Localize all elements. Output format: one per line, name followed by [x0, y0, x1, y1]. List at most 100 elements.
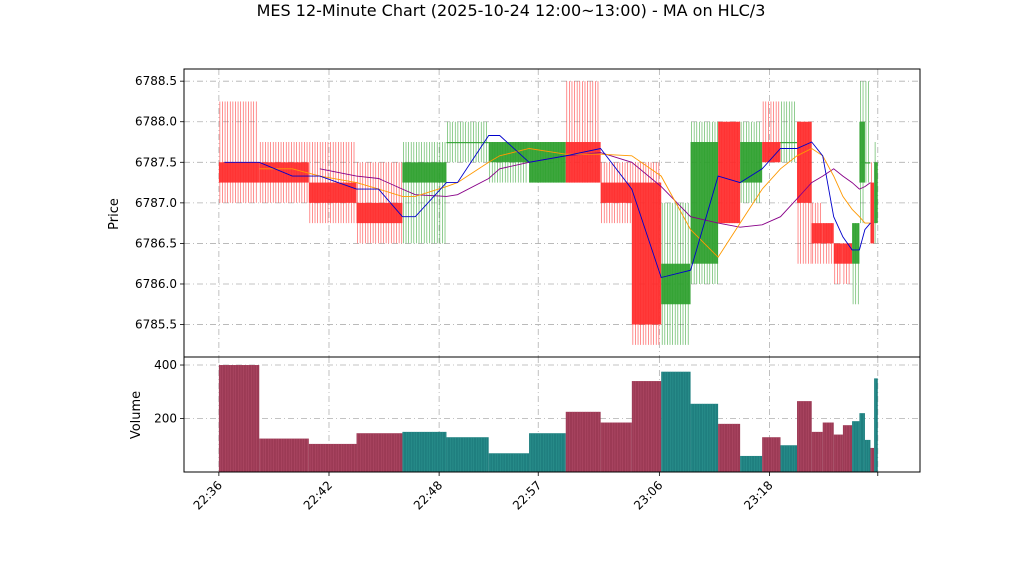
price-bar-body	[762, 142, 781, 163]
volume-bar	[402, 431, 447, 472]
price-bar	[864, 81, 871, 183]
ma-slow-line	[319, 152, 871, 228]
volume-bar-body	[859, 413, 865, 472]
volume-bar-body	[600, 422, 632, 472]
x-tick-label: 22:48	[411, 478, 445, 512]
x-tick-label: 22:36	[191, 478, 225, 512]
volume-bar	[762, 437, 781, 472]
volume-bar	[874, 378, 878, 472]
price-bar-body	[864, 162, 871, 164]
volume-tick-label: 200	[154, 412, 177, 426]
price-axis-label: Price	[107, 198, 122, 230]
price-bar	[859, 81, 865, 224]
volume-panel: 200 400 22:36 22:42 22:48 22:57 23:06 23:18	[154, 356, 921, 513]
price-bar	[565, 81, 601, 183]
x-tick-label: 23:06	[631, 478, 665, 512]
volume-frame	[183, 356, 921, 473]
volume-bar	[870, 447, 875, 472]
volume-bar-body	[797, 401, 812, 472]
volume-bar	[529, 433, 566, 472]
volume-bar	[822, 422, 834, 472]
price-bar	[529, 142, 566, 183]
volume-bar	[740, 455, 763, 472]
price-bar	[874, 142, 878, 244]
price-bar	[811, 202, 823, 264]
price-bar	[870, 162, 875, 244]
x-tick-label: 22:42	[301, 478, 335, 512]
volume-bar-body	[661, 371, 691, 472]
x-tick-label: 23:18	[741, 478, 775, 512]
ma-mid-line	[259, 147, 871, 258]
volume-bar	[852, 421, 860, 472]
volume-bar-body	[874, 378, 878, 472]
volume-bar	[218, 365, 260, 472]
price-bar-body	[661, 263, 691, 305]
volume-bar	[356, 433, 403, 472]
x-tick-label: 22:57	[510, 478, 544, 512]
price-bar	[822, 223, 834, 264]
volume-bar-body	[529, 433, 566, 472]
volume-bar	[718, 423, 741, 472]
volume-bar-body	[718, 423, 741, 472]
volume-bar	[864, 439, 871, 472]
price-bar	[446, 121, 489, 163]
volume-bar-body	[631, 381, 662, 472]
price-bar-body	[874, 162, 878, 224]
price-bar-body	[797, 121, 812, 203]
volume-axis-label: Volume	[129, 391, 144, 439]
price-bar	[842, 243, 853, 284]
price-bar	[218, 101, 260, 203]
price-frame	[183, 68, 921, 358]
price-bar-body	[631, 182, 662, 325]
price-bar	[780, 101, 798, 163]
price-bar	[740, 121, 763, 203]
volume-bar	[842, 425, 853, 472]
price-bar-body	[852, 223, 860, 264]
volume-bar	[631, 381, 662, 472]
price-bar-body	[402, 162, 447, 183]
price-bar-body	[690, 142, 719, 264]
volume-bar	[565, 411, 601, 472]
volume-bar	[811, 431, 823, 472]
price-bar-body	[446, 142, 489, 144]
volume-bar-body	[811, 431, 823, 472]
volume-bar	[690, 403, 719, 472]
price-bar	[718, 121, 741, 224]
price-bar	[308, 142, 357, 224]
volume-bar-body	[356, 433, 403, 472]
volume-bar-body	[870, 447, 875, 472]
volume-bar	[488, 453, 530, 472]
price-bar	[690, 121, 719, 284]
price-bar	[402, 142, 447, 244]
price-bar-body	[833, 243, 843, 264]
price-bar	[852, 223, 860, 305]
price-bar-body	[600, 182, 632, 203]
price-bar	[488, 142, 530, 183]
volume-tick-label: 400	[154, 358, 177, 372]
volume-bar-body	[740, 455, 763, 472]
price-bar-body	[488, 142, 530, 163]
volume-bar-body	[822, 422, 834, 472]
volume-bar	[259, 438, 309, 472]
price-tick-label: 6787.5	[135, 155, 177, 169]
volume-bar	[308, 443, 357, 472]
volume-bar-body	[218, 365, 260, 472]
volume-bar	[797, 401, 812, 472]
price-tick-label: 6785.5	[135, 318, 177, 332]
price-bar	[631, 162, 662, 345]
volume-bar	[446, 437, 489, 472]
price-tick-label: 6788.0	[135, 115, 177, 129]
volume-bar-body	[864, 439, 871, 472]
price-bar	[356, 162, 403, 244]
volume-bar	[600, 422, 632, 472]
chart-title: MES 12-Minute Chart (2025-10-24 12:00~13…	[257, 1, 766, 20]
price-bar-body	[356, 202, 403, 224]
volume-bar-body	[780, 445, 798, 472]
price-bar	[762, 101, 781, 163]
price-tick-label: 6788.5	[135, 74, 177, 88]
ma-fast-line	[224, 135, 871, 279]
price-bar-body	[842, 243, 853, 264]
price-bar-body	[740, 142, 763, 183]
price-bar-body	[822, 223, 834, 244]
